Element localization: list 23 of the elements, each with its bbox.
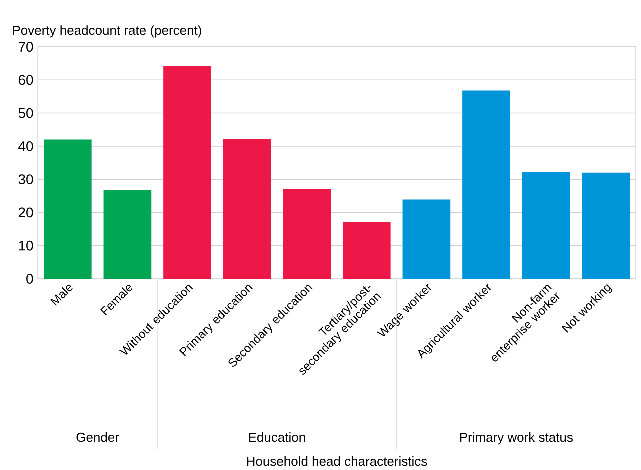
y-tick-label: 10 <box>19 240 34 251</box>
text: Household head characteristics <box>247 456 428 466</box>
bar <box>283 189 332 279</box>
y-tick-label: 40 <box>18 141 34 152</box>
y-tick-label: 50 <box>18 108 34 118</box>
bar <box>402 200 451 279</box>
bar <box>522 172 570 279</box>
bar <box>44 140 92 279</box>
text: Education <box>249 432 306 442</box>
bar <box>223 139 272 279</box>
y-tick-label: 30 <box>18 174 34 185</box>
bar <box>342 222 391 279</box>
bar <box>164 66 212 279</box>
y-tick-label: 0 <box>26 274 34 284</box>
text: Primary work status <box>460 432 573 445</box>
bar <box>462 90 510 279</box>
y-tick-label: 20 <box>18 208 34 218</box>
text: Gender <box>76 432 120 442</box>
bar <box>104 190 152 279</box>
y-tick-label: 60 <box>18 75 34 86</box>
y-axis-title: Poverty headcount rate (percent) <box>13 26 202 38</box>
bar <box>582 172 630 279</box>
y-tick-label: 70 <box>18 42 34 52</box>
